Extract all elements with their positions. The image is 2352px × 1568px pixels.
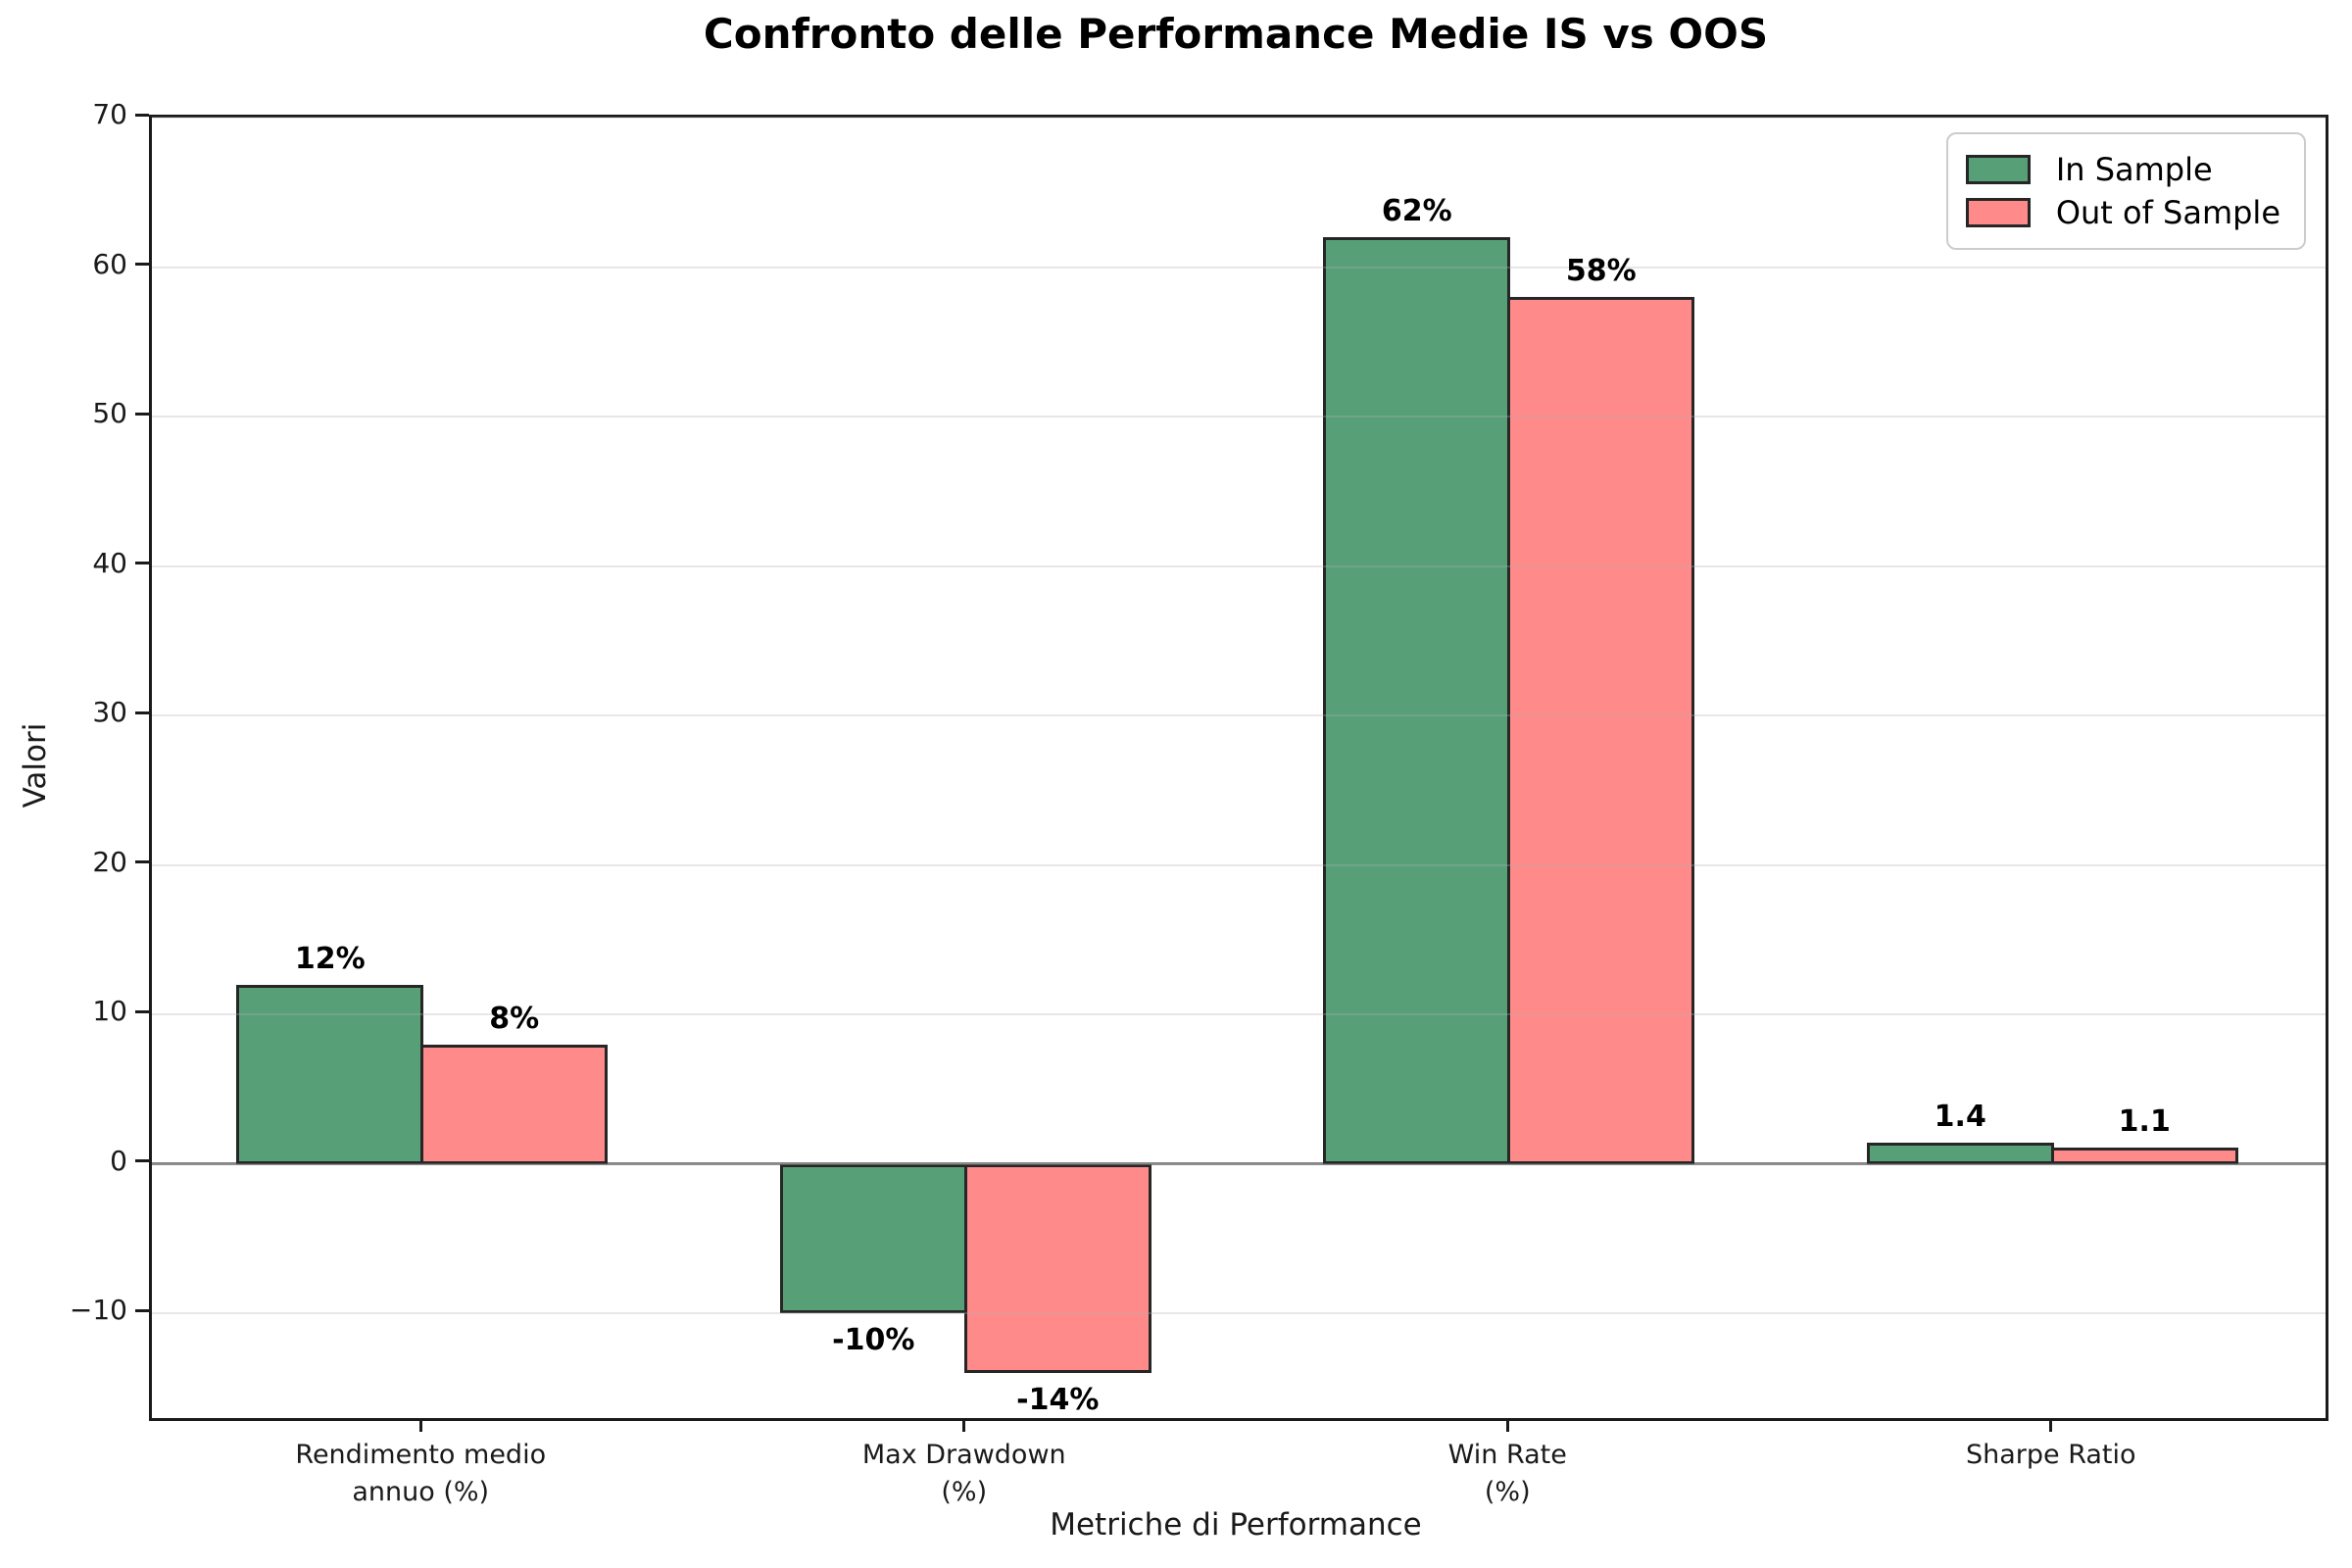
y-axis-label: Valori xyxy=(18,722,53,808)
y-axis-tick xyxy=(135,412,149,416)
bar-out-of-sample-3 xyxy=(2050,1147,2238,1164)
gridline xyxy=(152,863,2326,866)
bar-in-sample-1 xyxy=(779,1163,967,1314)
y-axis-tick xyxy=(135,1308,149,1312)
bar-value-label: 1.1 xyxy=(2118,1103,2171,1139)
y-tick-label: 0 xyxy=(110,1144,127,1177)
y-axis-tick xyxy=(135,1159,149,1163)
bar-value-label: 8% xyxy=(489,1001,540,1036)
gridline xyxy=(152,1162,2326,1165)
bar-in-sample-0 xyxy=(236,984,424,1164)
y-axis-tick xyxy=(135,860,149,864)
y-axis-tick xyxy=(135,562,149,565)
bar-value-label: 12% xyxy=(294,941,366,976)
gridline xyxy=(152,117,2326,119)
y-tick-label: 40 xyxy=(92,546,127,579)
y-tick-label: 30 xyxy=(92,696,127,729)
x-tick-label: Rendimento medio annuo (%) xyxy=(295,1440,547,1507)
legend-label: In Sample xyxy=(2055,151,2213,188)
gridline xyxy=(152,1312,2326,1315)
bar-in-sample-2 xyxy=(1323,237,1511,1164)
gridline xyxy=(152,714,2326,717)
x-axis-label: Metriche di Performance xyxy=(1050,1507,1422,1543)
y-tick-label: 50 xyxy=(92,397,127,430)
legend-item: In Sample xyxy=(1965,148,2280,191)
gridline xyxy=(152,266,2326,269)
bar-value-label: 1.4 xyxy=(1934,1100,1986,1135)
legend-label: Out of Sample xyxy=(2055,194,2280,231)
bar-value-label: 58% xyxy=(1565,254,1637,289)
x-tick-label: Sharpe Ratio xyxy=(1965,1440,2136,1470)
x-tick-label: Max Drawdown (%) xyxy=(861,1440,1066,1507)
legend-item: Out of Sample xyxy=(1965,191,2280,234)
x-tick-label: Win Rate (%) xyxy=(1447,1440,1567,1507)
plot-area: 12% -10% 62% 1.4 8% -14% 58% 1.1 In Sample Out o… xyxy=(149,115,2328,1421)
y-tick-label: 20 xyxy=(92,845,127,878)
bar-in-sample-3 xyxy=(1866,1143,2054,1164)
bar-value-label: -10% xyxy=(832,1323,915,1358)
y-tick-label: 10 xyxy=(92,995,127,1028)
y-tick-label: −10 xyxy=(69,1294,127,1327)
x-axis-tick xyxy=(418,1418,422,1432)
gridline xyxy=(152,416,2326,418)
legend: In Sample Out of Sample xyxy=(1945,132,2306,250)
bar-value-label: 62% xyxy=(1381,194,1452,229)
gridline xyxy=(152,1013,2326,1016)
y-axis-tick xyxy=(135,1009,149,1013)
y-axis-tick xyxy=(135,113,149,117)
y-tick-label: 60 xyxy=(92,247,127,280)
y-axis-tick xyxy=(135,710,149,714)
bar-out-of-sample-1 xyxy=(963,1163,1152,1374)
chart-title: Confronto delle Performance Medie IS vs … xyxy=(703,10,1769,58)
legend-swatch-out-of-sample xyxy=(1965,198,2031,227)
x-axis-tick xyxy=(1505,1418,1509,1432)
gridline xyxy=(152,564,2326,567)
legend-swatch-in-sample xyxy=(1965,155,2031,184)
bar-out-of-sample-2 xyxy=(1507,297,1695,1164)
x-axis-tick xyxy=(2049,1418,2053,1432)
bar-out-of-sample-0 xyxy=(420,1044,609,1164)
y-axis-tick xyxy=(135,263,149,267)
zero-line xyxy=(152,1162,2326,1166)
bar-value-label: -14% xyxy=(1016,1383,1100,1418)
x-axis-tick xyxy=(962,1418,966,1432)
y-tick-label: 70 xyxy=(92,98,127,130)
